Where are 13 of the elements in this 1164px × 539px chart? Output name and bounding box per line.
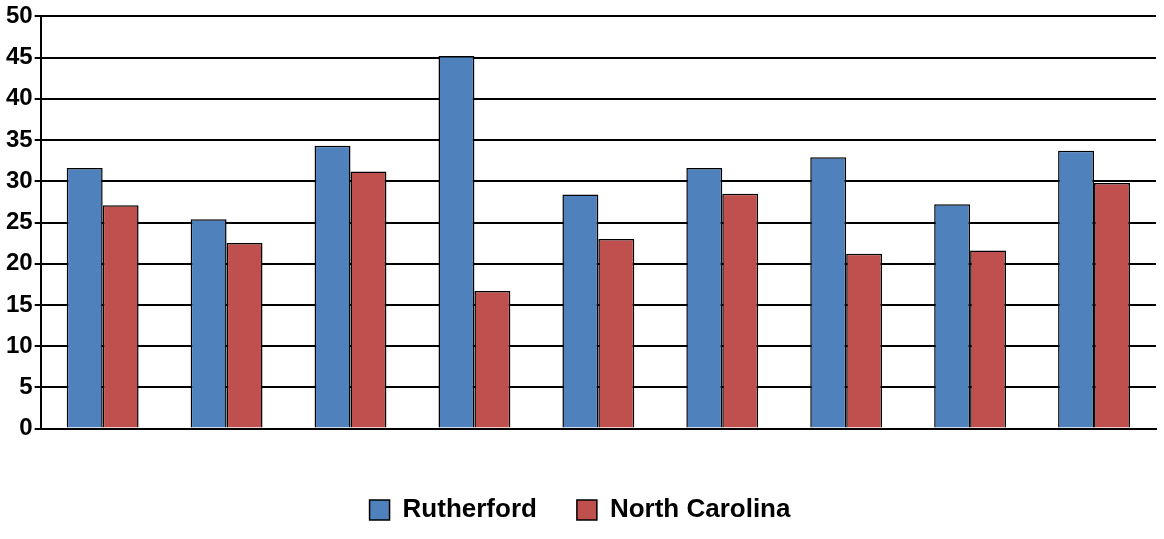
legend-label: North Carolina bbox=[609, 493, 791, 524]
y-tick-label: 35 bbox=[5, 124, 33, 152]
y-tick-label: 40 bbox=[5, 83, 33, 111]
y-tick-label: 50 bbox=[5, 1, 33, 29]
y-tick-label: 0 bbox=[19, 413, 33, 441]
y-tick-label: 15 bbox=[5, 289, 33, 317]
y-tick-label: 20 bbox=[5, 248, 33, 276]
y-tick-label: 45 bbox=[5, 42, 33, 70]
y-tick-label: 30 bbox=[5, 165, 33, 193]
y-tick-label: 25 bbox=[5, 207, 33, 235]
y-tick-label: 10 bbox=[5, 330, 33, 358]
legend-label: Rutherford bbox=[402, 493, 537, 524]
y-tick-label: 5 bbox=[19, 372, 33, 400]
